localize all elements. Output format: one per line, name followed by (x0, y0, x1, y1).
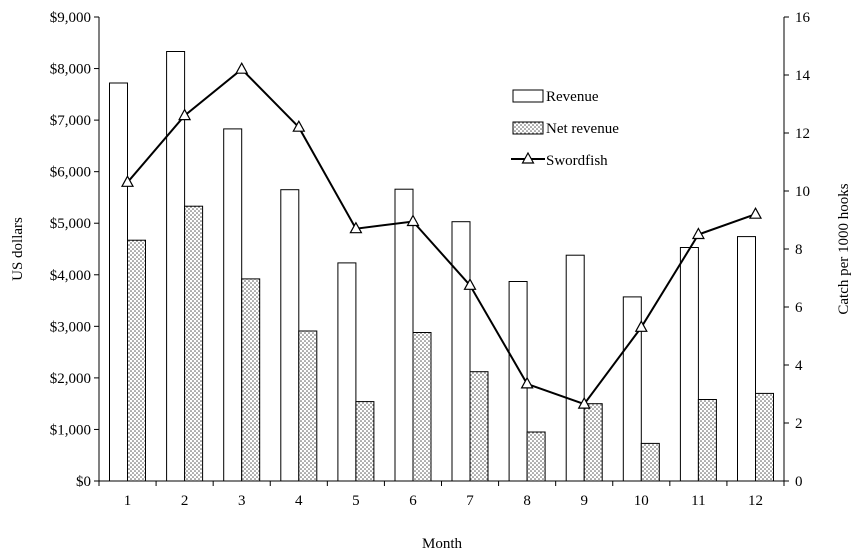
net-revenue-bar-9 (583, 403, 603, 482)
net-revenue-bar-10 (640, 442, 660, 482)
y2-tick-label-4: 8 (795, 242, 803, 258)
revenue-bar-11 (679, 247, 699, 482)
net-revenue-bar-2 (184, 205, 204, 482)
x-tick-label-11: 11 (691, 493, 705, 509)
y2-tick-label-5: 10 (795, 184, 810, 200)
legend-label-swordfish: Swordfish (546, 153, 608, 169)
x-tick-label-5: 5 (352, 493, 360, 509)
x-tick-label-2: 2 (181, 493, 189, 509)
revenue-bar-6 (394, 188, 414, 482)
revenue-bar-3 (223, 128, 243, 482)
net-revenue-bar-6 (412, 332, 432, 482)
revenue-bar-10 (622, 296, 642, 482)
y-tick-label-0: $0 (76, 474, 91, 490)
x-tick-label-3: 3 (238, 493, 246, 509)
legend-marker-swordfish (521, 151, 535, 164)
net-revenue-bar-1 (127, 239, 146, 482)
swordfish-point-6 (406, 214, 420, 227)
y2-tick-label-1: 2 (795, 416, 803, 432)
y-tick-label-9: $9,000 (50, 10, 91, 26)
swordfish-point-9 (577, 396, 591, 409)
net-revenue-bar-12 (755, 392, 774, 482)
line-layer (120, 61, 763, 409)
swordfish-line (126, 67, 756, 406)
net-revenue-bar-5 (355, 401, 375, 482)
x-tick-label-6: 6 (409, 493, 417, 509)
y-axis-title: US dollars (10, 217, 26, 281)
swordfish-point-10 (634, 320, 648, 332)
x-tick-label-8: 8 (523, 493, 531, 509)
axes-layer: $0 $1,000 $2,000 $3,000 $4,000 $5,000 $6,000 $7… (50, 10, 811, 509)
y2-tick-label-3: 6 (795, 300, 803, 316)
revenue-bar-8 (508, 281, 528, 482)
x-tick-label-1: 1 (124, 493, 132, 509)
swordfish-point-12 (748, 206, 763, 219)
y-tick-label-1: $1,000 (50, 422, 91, 438)
swordfish-point-4 (292, 119, 306, 132)
y-tick-label-2: $2,000 (50, 371, 91, 387)
revenue-bar-1 (109, 82, 128, 482)
revenue-bar-5 (337, 262, 357, 482)
y-tick-label-5: $5,000 (50, 216, 91, 232)
net-revenue-bar-8 (526, 431, 546, 482)
x-axis-title: Month (422, 536, 463, 552)
legend-label-net-revenue: Net revenue (546, 121, 619, 137)
revenue-bar-9 (565, 254, 585, 482)
x-tick-label-10: 10 (634, 493, 649, 509)
x-tick-label-4: 4 (295, 493, 303, 509)
swordfish-point-2 (178, 108, 192, 121)
y2-tick-label-8: 16 (795, 10, 811, 26)
legend-swatch-revenue (512, 89, 544, 103)
swordfish-point-3 (235, 61, 249, 74)
net-revenue-bar-4 (298, 330, 318, 482)
net-revenue-bar-11 (697, 399, 717, 482)
y-tick-label-6: $6,000 (50, 165, 91, 181)
x-tick-label-9: 9 (580, 493, 588, 509)
revenue-bar-4 (280, 189, 300, 482)
y2-tick-label-6: 12 (795, 126, 810, 142)
y2-tick-label-0: 0 (795, 474, 803, 490)
y-tick-label-3: $3,000 (50, 319, 91, 335)
swordfish-point-7 (463, 278, 477, 290)
swordfish-point-8 (520, 376, 534, 389)
swordfish-point-1 (120, 175, 135, 187)
bars-layer (109, 51, 774, 482)
y2-tick-label-2: 4 (795, 358, 803, 374)
y-tick-label-8: $8,000 (50, 62, 91, 78)
legend-label-revenue: Revenue (546, 89, 599, 105)
net-revenue-bar-3 (241, 278, 261, 482)
swordfish-point-11 (691, 227, 705, 240)
revenue-bar-12 (737, 236, 756, 482)
y-tick-label-4: $4,000 (50, 268, 91, 284)
y2-axis-title: Catch per 1000 hooks (836, 183, 852, 314)
legend-swatch-net-revenue (512, 121, 544, 135)
y2-tick-label-7: 14 (795, 68, 811, 84)
x-tick-label-12: 12 (748, 493, 763, 509)
swordfish-point-5 (349, 221, 363, 234)
y-tick-label-7: $7,000 (50, 113, 91, 129)
net-revenue-bar-7 (469, 371, 489, 482)
revenue-bar-7 (451, 221, 471, 482)
legend: Revenue Net revenue Swordfish (511, 89, 619, 169)
x-tick-label-7: 7 (466, 493, 474, 509)
